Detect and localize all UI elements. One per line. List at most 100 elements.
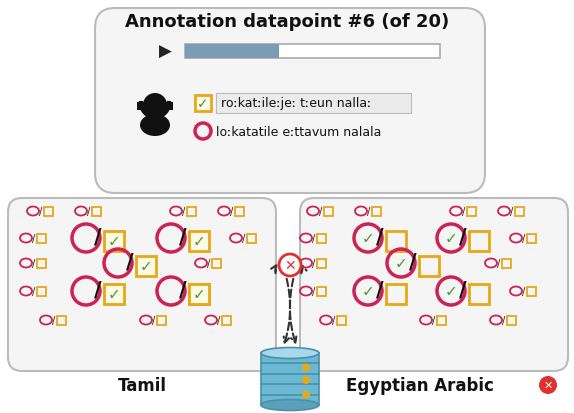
Text: /: / xyxy=(183,206,185,216)
Text: /: / xyxy=(409,252,417,272)
Text: /: / xyxy=(510,206,514,216)
Text: /: / xyxy=(218,315,220,325)
Ellipse shape xyxy=(140,115,170,137)
Bar xyxy=(137,103,145,111)
Text: ▶: ▶ xyxy=(158,43,172,61)
Text: /: / xyxy=(319,206,323,216)
Bar xyxy=(189,284,209,304)
Bar xyxy=(515,207,524,216)
Bar xyxy=(467,207,476,216)
Text: /: / xyxy=(40,206,42,216)
Bar xyxy=(185,45,280,59)
Circle shape xyxy=(302,376,310,384)
Text: /: / xyxy=(207,259,211,268)
Text: Egyptian Arabic: Egyptian Arabic xyxy=(346,376,494,394)
Text: Annotation datapoint #6 (of 20): Annotation datapoint #6 (of 20) xyxy=(125,13,449,31)
Text: ✓: ✓ xyxy=(445,284,457,299)
Bar xyxy=(104,231,124,252)
Bar xyxy=(216,94,411,114)
Circle shape xyxy=(302,391,310,399)
Bar xyxy=(165,103,173,111)
Bar xyxy=(527,287,536,296)
Bar xyxy=(37,287,46,296)
Bar xyxy=(317,287,326,296)
Text: /: / xyxy=(376,228,384,247)
Text: roːkatːileːjeː tːeun nallaː: roːkatːileːjeː tːeun nallaː xyxy=(221,97,371,110)
Bar xyxy=(37,259,46,268)
Text: ✓: ✓ xyxy=(108,234,121,249)
Text: /: / xyxy=(498,259,501,268)
Bar xyxy=(469,284,489,304)
Text: /: / xyxy=(312,286,316,296)
Text: ✓: ✓ xyxy=(139,259,152,274)
Text: /: / xyxy=(152,315,156,325)
Text: /: / xyxy=(376,280,384,300)
Text: ✓: ✓ xyxy=(362,231,374,246)
Bar xyxy=(317,235,326,243)
Text: /: / xyxy=(126,252,134,272)
Circle shape xyxy=(539,376,557,394)
Text: ✓: ✓ xyxy=(193,287,205,302)
Text: /: / xyxy=(94,228,102,247)
Bar xyxy=(469,231,489,252)
Text: ✓: ✓ xyxy=(395,256,408,271)
Text: /: / xyxy=(522,286,526,296)
Text: /: / xyxy=(312,259,316,268)
Bar xyxy=(247,235,256,243)
Text: ✕: ✕ xyxy=(544,380,553,390)
Text: /: / xyxy=(242,233,246,243)
FancyBboxPatch shape xyxy=(8,199,276,371)
Text: /: / xyxy=(367,206,371,216)
Bar xyxy=(222,316,231,325)
Circle shape xyxy=(279,254,301,276)
Text: /: / xyxy=(459,280,467,300)
Text: /: / xyxy=(94,280,102,300)
Ellipse shape xyxy=(261,399,319,411)
Bar xyxy=(189,284,209,304)
Bar xyxy=(92,207,101,216)
Bar xyxy=(104,284,124,304)
Text: /: / xyxy=(32,286,36,296)
Bar xyxy=(507,316,516,325)
Bar xyxy=(386,284,406,304)
Text: ✓: ✓ xyxy=(193,234,205,249)
Text: /: / xyxy=(459,228,467,247)
Text: /: / xyxy=(179,228,187,247)
Bar xyxy=(195,96,211,112)
Text: ✓: ✓ xyxy=(197,97,209,111)
Bar xyxy=(324,207,333,216)
Text: /: / xyxy=(32,259,36,268)
Bar xyxy=(527,235,536,243)
Text: /: / xyxy=(432,315,436,325)
Text: Tamil: Tamil xyxy=(118,376,166,394)
Text: /: / xyxy=(179,280,187,300)
Bar xyxy=(185,45,440,59)
Bar xyxy=(372,207,381,216)
Bar xyxy=(187,207,196,216)
Text: /: / xyxy=(52,315,56,325)
Text: ✓: ✓ xyxy=(108,287,121,302)
Bar xyxy=(212,259,221,268)
Bar xyxy=(57,316,66,325)
Circle shape xyxy=(143,94,167,118)
Text: /: / xyxy=(32,233,36,243)
Bar xyxy=(437,316,446,325)
Circle shape xyxy=(302,364,310,372)
Text: /: / xyxy=(87,206,91,216)
Bar xyxy=(37,235,46,243)
FancyBboxPatch shape xyxy=(95,9,485,194)
Text: /: / xyxy=(502,315,506,325)
Text: ✓: ✓ xyxy=(362,284,374,299)
Text: ✓: ✓ xyxy=(445,231,457,246)
Bar xyxy=(189,231,209,252)
Text: /: / xyxy=(312,233,316,243)
Bar xyxy=(157,316,166,325)
Bar xyxy=(502,259,511,268)
Bar xyxy=(419,256,439,276)
Bar xyxy=(235,207,244,216)
Text: ✕: ✕ xyxy=(284,259,296,272)
Text: /: / xyxy=(522,233,526,243)
Bar xyxy=(136,256,156,276)
Bar xyxy=(337,316,346,325)
Bar xyxy=(386,231,406,252)
